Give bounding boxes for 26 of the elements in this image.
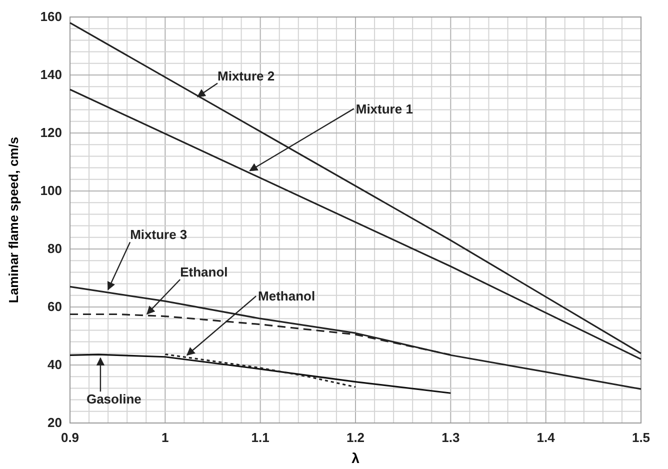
y-tick-label: 80 [48,241,62,256]
y-tick-label: 20 [48,415,62,430]
x-axis-title: λ [352,450,360,466]
y-tick-label: 120 [40,125,62,140]
annotation: Mixture 1 [356,101,413,116]
line-series [164,353,356,388]
annotation: Gasoline [86,392,142,407]
x-tick-label: 1.5 [632,430,650,446]
y-tick-label: 100 [40,183,62,198]
y-tick-label: 40 [48,357,62,372]
y-axis-title: Laminar flame speed, cm/s [6,136,21,304]
annotation: Methanol [258,288,316,304]
y-tick-label: 60 [48,299,62,314]
annotation: Mixture 3 [130,227,188,242]
line-series [69,354,452,394]
y-tick-label: 140 [40,67,62,82]
y-tick-label: 160 [40,9,62,24]
annotation: Mixture 2 [218,68,275,84]
x-tick-label: 0.9 [60,430,80,446]
line-series [69,286,642,390]
x-tick-label: 1.3 [442,430,460,446]
x-tick-label: 1.2 [346,430,365,446]
x-tick-label: 1.1 [251,430,270,446]
x-tick-label: 1 [162,430,169,446]
annotation: Ethanol [180,264,228,280]
x-tick-label: 1.4 [536,430,556,446]
